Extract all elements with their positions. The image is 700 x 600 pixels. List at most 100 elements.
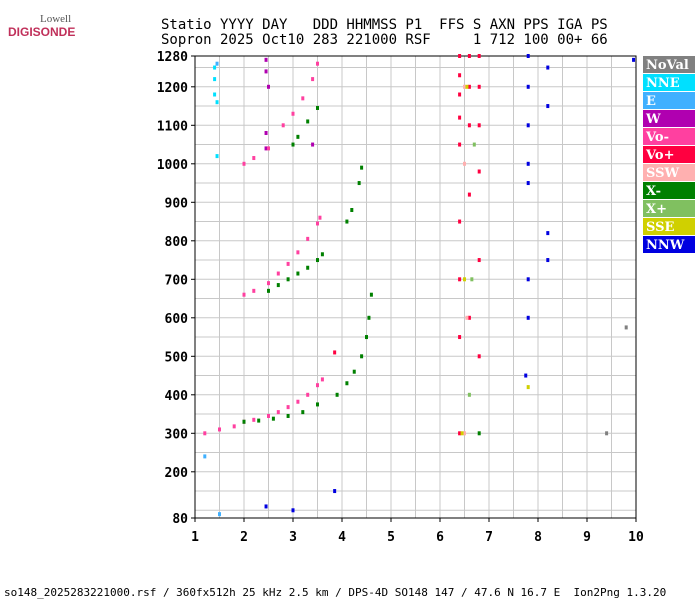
trace-point	[242, 161, 246, 166]
trace-point	[264, 146, 268, 151]
legend-label: Vo+	[645, 148, 674, 163]
trace-point	[218, 427, 221, 432]
x-tick-label: 3	[289, 530, 297, 545]
trace-point	[252, 156, 256, 161]
legend-label: X-	[646, 184, 661, 199]
trace-point	[267, 413, 270, 418]
x-tick-label: 7	[485, 530, 493, 545]
trace-point	[213, 65, 217, 70]
trace-point	[213, 77, 217, 82]
trace-point	[458, 54, 462, 58]
legend-swatch	[643, 182, 695, 199]
trace-point	[546, 258, 550, 263]
trace-point	[311, 142, 315, 147]
trace-point	[624, 325, 628, 330]
trace-point	[316, 383, 319, 388]
trace-point	[467, 54, 471, 58]
y-tick-label: 600	[165, 312, 189, 327]
trace-point	[301, 410, 305, 415]
trace-point	[252, 288, 256, 293]
trace-point	[301, 96, 305, 101]
x-tick-label: 10	[628, 530, 644, 545]
trace-point	[360, 165, 364, 170]
logo-top: Lowell	[40, 13, 71, 25]
trace-point	[345, 219, 349, 224]
trace-point	[477, 354, 481, 359]
trace-point	[458, 115, 462, 120]
x-tick-label: 5	[387, 530, 395, 545]
trace-point	[350, 208, 354, 212]
trace-point	[467, 392, 471, 397]
trace-point	[345, 381, 349, 386]
y-tick-label: 700	[165, 273, 189, 288]
trace-point	[264, 131, 268, 135]
y-tick-label: 1100	[157, 119, 188, 134]
trace-point	[267, 288, 270, 293]
trace-point	[524, 373, 528, 378]
trace-point	[367, 315, 371, 320]
trace-point	[477, 84, 481, 89]
trace-point	[242, 419, 246, 424]
trace-point	[306, 392, 310, 397]
trace-point	[458, 92, 462, 97]
trace-point	[467, 315, 471, 320]
trace-point	[467, 84, 471, 89]
trace-point	[460, 431, 464, 436]
x-tick-label: 4	[338, 530, 346, 545]
trace-point	[465, 315, 469, 320]
legend-swatch	[643, 74, 695, 91]
trace-point	[318, 215, 322, 220]
trace-point	[267, 84, 270, 89]
trace-point	[306, 265, 310, 270]
footer: so148_2025283221000.rsf / 360fx512h 25 k…	[4, 586, 666, 599]
trace-point	[306, 119, 310, 124]
legend-swatch	[643, 218, 695, 235]
legend-label: E	[646, 94, 656, 109]
plot-frame	[194, 55, 637, 519]
trace-point	[320, 377, 324, 382]
trace-point	[546, 231, 550, 236]
trace-point	[335, 392, 339, 397]
legend-swatch	[643, 92, 695, 109]
x-tick-label: 8	[534, 530, 542, 545]
trace-point	[352, 369, 356, 374]
trace-point	[296, 134, 300, 139]
trace-point	[320, 252, 324, 257]
trace-point	[477, 431, 481, 436]
trace-point	[316, 61, 319, 66]
trace-point	[463, 277, 466, 282]
trace-point	[333, 489, 337, 494]
trace-point	[215, 61, 219, 66]
trace-point	[276, 271, 280, 276]
y-tick-label: 900	[165, 196, 189, 211]
legend-label: NoVal	[646, 58, 689, 73]
legend-swatch	[643, 146, 695, 163]
trace-point	[218, 512, 221, 517]
header-line: Statio YYYY DAY DDD HHMMSS P1 FFS S AXN …	[161, 17, 608, 33]
y-tick-label: 1200	[157, 81, 188, 96]
trace-point	[264, 57, 268, 62]
legend-label: X+	[646, 202, 667, 217]
trace-point	[458, 219, 462, 224]
trace-point	[632, 57, 636, 62]
trace-point	[215, 100, 219, 105]
legend-swatch	[643, 110, 695, 127]
y-tick-label: 80	[172, 512, 188, 527]
trace-point	[365, 335, 368, 340]
legend-label: NNE	[646, 76, 680, 91]
trace-point	[477, 258, 481, 263]
trace-point	[526, 84, 530, 89]
y-tick-label: 200	[165, 466, 189, 481]
trace-point	[458, 431, 462, 436]
x-tick-label: 2	[240, 530, 248, 545]
legend-swatch	[643, 164, 695, 181]
trace-point	[296, 271, 300, 276]
legend-swatch	[643, 128, 695, 145]
header-line: Sopron 2025 Oct10 283 221000 RSF 1 712 1…	[161, 32, 608, 48]
trace-point	[546, 104, 550, 109]
trace-point	[467, 192, 471, 197]
y-tick-label: 400	[165, 389, 189, 404]
trace-point	[286, 405, 290, 410]
trace-point	[526, 385, 530, 390]
legend-label: SSE	[646, 220, 674, 235]
